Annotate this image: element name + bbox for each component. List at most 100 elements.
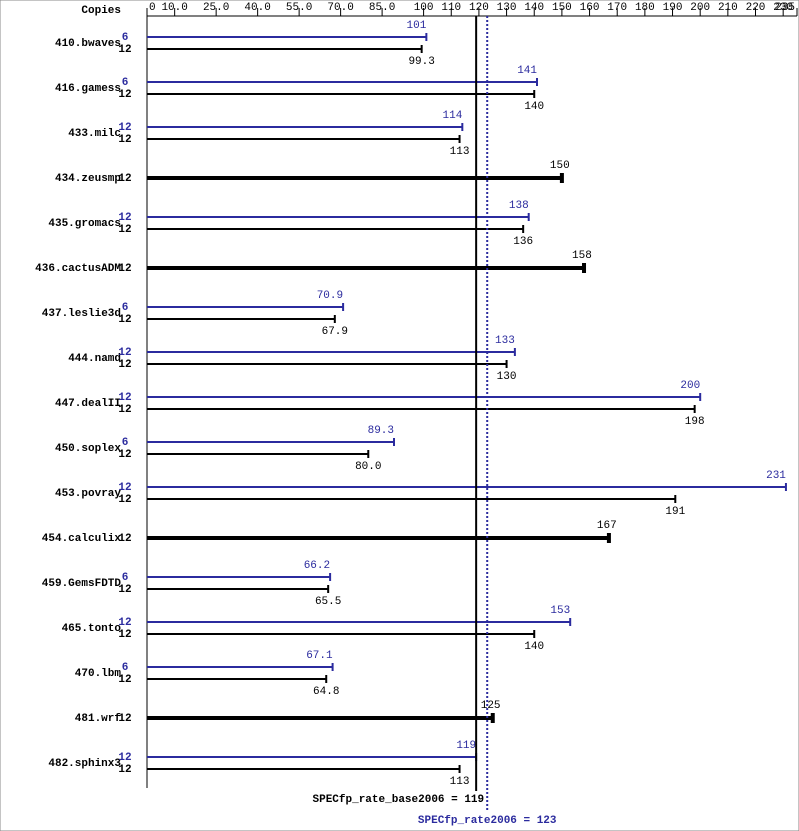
benchmark-name: 434.zeusmp [55, 173, 121, 185]
value-label: 141 [517, 65, 537, 77]
bar [147, 90, 536, 98]
x-tick-label: 40.0 [244, 2, 270, 14]
value-label: 140 [524, 641, 544, 653]
x-tick-label: 110 [441, 2, 461, 14]
x-tick-label: 130 [497, 2, 517, 14]
reference-label: SPECfp_rate_base2006 = 119 [313, 794, 485, 806]
benchmark-name: 481.wrf [75, 713, 122, 725]
reference-label: SPECfp_rate2006 = 123 [418, 815, 557, 827]
copies-label: 12 [118, 584, 131, 596]
x-tick-label: 0 [149, 2, 156, 14]
value-label: 130 [497, 371, 517, 383]
copies-label: 12 [118, 212, 131, 224]
copies-label: 12 [118, 629, 131, 641]
bar [147, 585, 330, 593]
copies-label: 12 [118, 224, 131, 236]
bar [147, 173, 564, 183]
benchmark-name: 435.gromacs [48, 218, 121, 230]
benchmark-name: 447.dealII [55, 398, 121, 410]
benchmark-name: 410.bwaves [55, 38, 121, 50]
copies-label: 12 [118, 392, 131, 404]
x-tick-label: 25.0 [203, 2, 229, 14]
bar [147, 213, 530, 221]
bar [147, 315, 336, 323]
x-tick-label: 210 [718, 2, 738, 14]
copies-label: 12 [118, 494, 131, 506]
copies-label: 12 [118, 347, 131, 359]
x-tick-label: 190 [663, 2, 683, 14]
x-tick-label: 100 [414, 2, 434, 14]
bar [147, 675, 328, 683]
benchmark-name: 465.tonto [62, 623, 122, 635]
x-tick-label: 55.0 [286, 2, 312, 14]
copies-label: 12 [118, 674, 131, 686]
bar [147, 348, 516, 356]
copies-label: 6 [122, 437, 129, 449]
x-tick-label: 220 [746, 2, 766, 14]
bar [147, 78, 538, 86]
value-label: 67.1 [306, 650, 333, 662]
benchmark-name: 433.milc [68, 128, 121, 140]
copies-label: 12 [118, 122, 131, 134]
copies-label: 12 [118, 89, 131, 101]
value-label: 167 [597, 520, 617, 532]
copies-label: 6 [122, 572, 129, 584]
x-tick-label: 85.0 [369, 2, 395, 14]
bar [147, 360, 508, 368]
value-label: 113 [450, 146, 470, 158]
value-label: 136 [513, 236, 533, 248]
copies-label: 6 [122, 662, 129, 674]
copies-label: 6 [122, 32, 129, 44]
bar [147, 713, 495, 723]
benchmark-name: 453.povray [55, 488, 121, 500]
bar [147, 393, 702, 401]
value-label: 125 [481, 700, 501, 712]
value-label: 191 [665, 506, 685, 518]
x-tick-label: 200 [690, 2, 710, 14]
value-label: 119 [456, 740, 476, 752]
bar [147, 33, 428, 41]
copies-label: 12 [118, 617, 131, 629]
bar [147, 263, 587, 273]
bar [147, 630, 536, 638]
copies-label: 12 [118, 314, 131, 326]
bar [147, 533, 611, 543]
value-label: 158 [572, 250, 592, 262]
bar [147, 573, 332, 581]
benchmark-name: 470.lbm [75, 668, 122, 680]
x-tick-label: 170 [607, 2, 627, 14]
bar [147, 483, 787, 491]
value-label: 101 [407, 20, 427, 32]
x-tick-label: 140 [524, 2, 544, 14]
copies-label: 12 [118, 482, 131, 494]
value-label: 70.9 [317, 290, 343, 302]
value-label: 99.3 [408, 56, 434, 68]
copies-label: 12 [118, 404, 131, 416]
copies-label: 12 [118, 449, 131, 461]
copies-label: 12 [118, 359, 131, 371]
x-tick-label: 120 [469, 2, 489, 14]
value-label: 89.3 [368, 425, 394, 437]
bar [147, 450, 370, 458]
bar [147, 135, 461, 143]
value-label: 113 [450, 776, 470, 788]
copies-label: 12 [118, 263, 131, 275]
bar [147, 225, 525, 233]
x-tick-label: 10.0 [161, 2, 187, 14]
value-label: 80.0 [355, 461, 381, 473]
bar [147, 618, 572, 626]
value-label: 231 [766, 470, 786, 482]
value-label: 140 [524, 101, 544, 113]
bar [147, 663, 334, 671]
value-label: 138 [509, 200, 529, 212]
value-label: 198 [685, 416, 705, 428]
value-label: 67.9 [322, 326, 348, 338]
copies-label: 12 [118, 134, 131, 146]
x-tick-label: 70.0 [327, 2, 353, 14]
x-tick-label: 230 [773, 2, 793, 14]
x-tick-label: 150 [552, 2, 572, 14]
bar [147, 438, 395, 446]
bar [147, 45, 423, 53]
